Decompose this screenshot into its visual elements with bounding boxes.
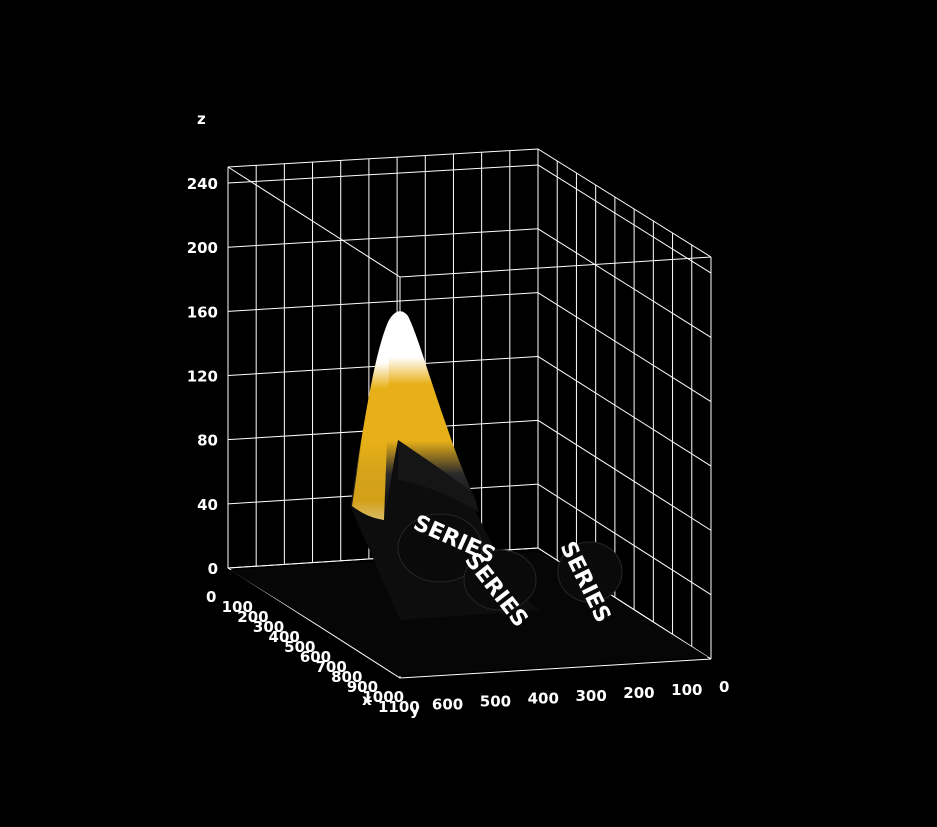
y-tick-label: 0 <box>719 678 729 696</box>
x-tick-label: 900 <box>347 678 378 696</box>
surface: SERIES SERIES SERIES <box>230 311 708 676</box>
x-tick-label: 100 <box>222 598 253 616</box>
grid-z-left-wall-6 <box>227 164 539 184</box>
y-tick-label: 100 <box>671 681 702 699</box>
x-tick-label: 0 <box>206 588 216 606</box>
grid-z-left-wall-4 <box>227 292 539 312</box>
x-tick-label: 800 <box>331 668 362 686</box>
grid-z-right-wall-4 <box>537 292 712 403</box>
surface-peak-shadow <box>398 440 478 512</box>
z-tick-label: 80 <box>197 432 218 450</box>
grid-z-right-wall-2 <box>537 419 712 531</box>
surface-peak-front-ridge <box>352 324 389 520</box>
z-tick-label: 120 <box>187 368 218 386</box>
tick-labels: 0408012016020024001002003004005006007008… <box>187 175 730 716</box>
z-tick-label: 200 <box>187 239 218 257</box>
grid-z-right-wall-5 <box>537 228 712 338</box>
surface-lobe-3 <box>557 541 623 603</box>
y-tick-label: 200 <box>623 684 654 702</box>
z-tick-label: 160 <box>187 303 218 321</box>
x-tick-label: 700 <box>315 658 346 676</box>
y-tick-label: 600 <box>432 696 463 714</box>
y-tick-label: 300 <box>575 687 606 705</box>
box-top-back-edge <box>227 148 712 258</box>
z-tick-label: 0 <box>208 560 218 578</box>
box-bottom-front-edge <box>227 567 712 679</box>
grid-z-right-wall-6 <box>537 164 712 274</box>
z-tick-label: 240 <box>187 175 218 193</box>
x-axis-title: x <box>362 691 372 709</box>
grid-z-left-wall-5 <box>227 228 539 248</box>
surface-lobe-2 <box>463 549 537 611</box>
surface-lobe-1 <box>397 513 483 583</box>
y-tick-label: 400 <box>528 690 559 708</box>
grid-z-right-wall-3 <box>537 356 712 467</box>
grid-z-right-wall-1 <box>537 483 712 596</box>
z-tick-label: 40 <box>197 496 218 514</box>
x-tick-label: 400 <box>269 628 300 646</box>
x-tick-label: 1100 <box>378 698 420 716</box>
y-tick-label: 500 <box>480 693 511 711</box>
y-axis-title: y <box>410 701 420 719</box>
x-tick-label: 1000 <box>362 688 404 706</box>
x-tick-label: 200 <box>237 608 268 626</box>
x-tick-label: 500 <box>284 638 315 656</box>
x-tick-label: 600 <box>300 648 331 666</box>
x-tick-label: 300 <box>253 618 284 636</box>
box-top-front-edge <box>227 166 712 278</box>
z-axis-title: z <box>197 110 206 128</box>
